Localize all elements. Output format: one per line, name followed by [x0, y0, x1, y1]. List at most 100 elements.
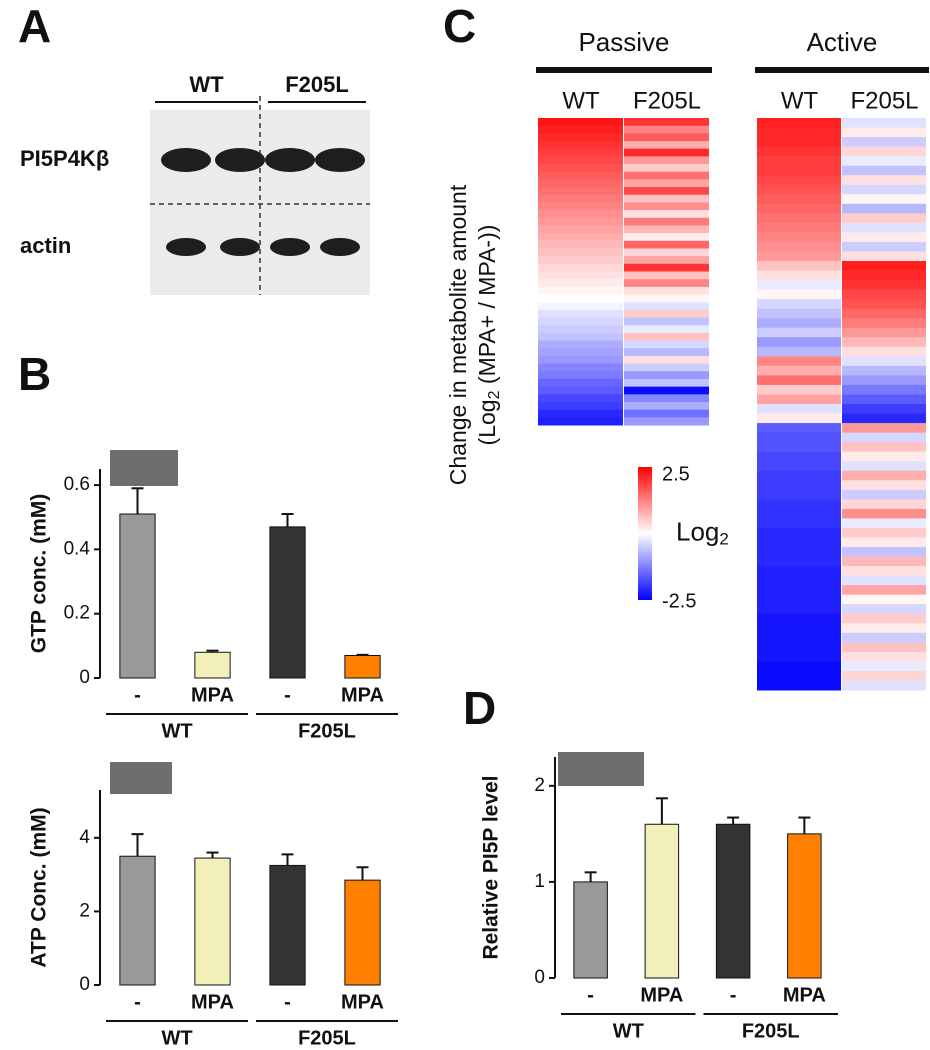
heatmap-cell — [842, 175, 926, 186]
heatmap-cell — [842, 251, 926, 262]
heatmap-cell — [842, 623, 926, 634]
bar — [269, 864, 306, 986]
heatmap-cell — [757, 261, 841, 272]
heatmap-cell — [842, 327, 926, 338]
heatmap-cell — [842, 146, 926, 157]
heatmap-cell — [538, 332, 623, 342]
heatmap-cell — [757, 632, 841, 643]
heatmap-cell — [757, 461, 841, 472]
panel-header: Active — [807, 27, 878, 57]
heatmap-cell — [842, 508, 926, 519]
heatmap-cell — [624, 148, 709, 157]
heatmap-cell — [842, 241, 926, 252]
bar — [119, 513, 156, 679]
heatmap-cell — [842, 442, 926, 453]
heatmap-cell — [757, 394, 841, 405]
heatmap-cell — [842, 432, 926, 443]
redaction-box — [558, 752, 644, 786]
blot-band — [270, 238, 310, 256]
heatmap-cell — [538, 355, 623, 365]
blot-band — [220, 238, 260, 256]
heatmap-cell — [538, 187, 623, 196]
heatmap-cell — [757, 442, 841, 453]
heatmap-cell — [757, 651, 841, 662]
x-tick-label: MPA — [640, 984, 683, 1006]
heatmap-cell — [757, 423, 841, 434]
heatmap-cell — [538, 179, 623, 188]
panel-header: Passive — [578, 27, 669, 57]
heatmap-cell — [624, 286, 709, 296]
y-axis-label: GTP conc. (mM) — [28, 494, 51, 653]
heatmap-cell — [624, 179, 709, 188]
heatmap-cell — [757, 156, 841, 167]
heatmap-cell — [757, 680, 841, 691]
heatmap-cell — [624, 156, 709, 165]
heatmap-cell — [757, 203, 841, 214]
heatmap-cell — [757, 299, 841, 310]
heatmap-cell — [842, 356, 926, 367]
heatmap-cell — [757, 308, 841, 319]
heatmap-cell — [757, 432, 841, 443]
heatmap-cell — [842, 470, 926, 481]
heatmap-cell — [757, 613, 841, 624]
heatmap-cell — [624, 225, 709, 234]
blot-row-label: PI5P4Kβ — [20, 146, 109, 171]
bar — [119, 855, 156, 986]
y-axis-label-part: 2 — [486, 390, 503, 399]
heatmap-cell — [842, 547, 926, 558]
heatmap-cell — [757, 508, 841, 519]
heatmap-cell — [538, 286, 623, 296]
heatmap-cell — [842, 384, 926, 395]
heatmap-cell — [842, 461, 926, 472]
heatmap-cell — [624, 171, 709, 180]
x-tick-label: - — [284, 991, 291, 1013]
y-tick-label: 0 — [534, 967, 545, 988]
heatmap-cell — [538, 256, 623, 265]
heatmap-cell — [624, 355, 709, 365]
heatmap-cell — [842, 651, 926, 662]
heatmap-cell — [538, 148, 623, 157]
x-tick-label: MPA — [191, 684, 234, 706]
heatmap-cell — [624, 317, 709, 326]
heatmap-cell — [624, 248, 709, 257]
panel-label: B — [18, 348, 51, 400]
heatmap-cell — [624, 309, 709, 319]
heatmap-cell — [842, 413, 926, 424]
column-label: WT — [562, 87, 600, 114]
heatmap-cell — [538, 156, 623, 165]
heatmap-cell — [842, 165, 926, 176]
heatmap-cell — [624, 302, 709, 311]
heatmap-cell — [757, 251, 841, 262]
heatmap-cell — [538, 363, 623, 372]
bar — [787, 833, 822, 979]
y-tick-label: 0 — [79, 974, 90, 995]
heatmap-cell — [757, 470, 841, 481]
heatmap-cell — [624, 118, 709, 127]
heatmap-cell — [842, 365, 926, 376]
heatmap-cell — [757, 384, 841, 395]
heatmap-cell — [842, 451, 926, 462]
group-label: F205L — [742, 1020, 800, 1042]
heatmap-cell — [624, 378, 709, 388]
heatmap-cell — [842, 527, 926, 538]
blot-band — [166, 238, 206, 256]
heatmap-cell — [624, 210, 709, 219]
heatmap-cell — [842, 118, 926, 129]
heatmap-cell — [842, 642, 926, 653]
blot-band — [315, 148, 365, 172]
x-tick-label: - — [134, 684, 141, 706]
blot-row-label: actin — [20, 233, 71, 258]
heatmap-cell — [538, 118, 623, 127]
heatmap-cell — [624, 187, 709, 196]
heatmap-cell — [842, 680, 926, 691]
heatmap-cell — [757, 566, 841, 577]
heatmap-cell — [538, 417, 623, 426]
y-tick-label: 0.4 — [64, 538, 91, 559]
heatmap-cell — [624, 217, 709, 226]
heatmap-cell — [842, 232, 926, 243]
panel-label: C — [443, 0, 476, 52]
heatmap-cell — [757, 642, 841, 653]
heatmap-cell — [757, 327, 841, 338]
blot-band — [161, 148, 211, 172]
heatmap-cell — [538, 309, 623, 319]
